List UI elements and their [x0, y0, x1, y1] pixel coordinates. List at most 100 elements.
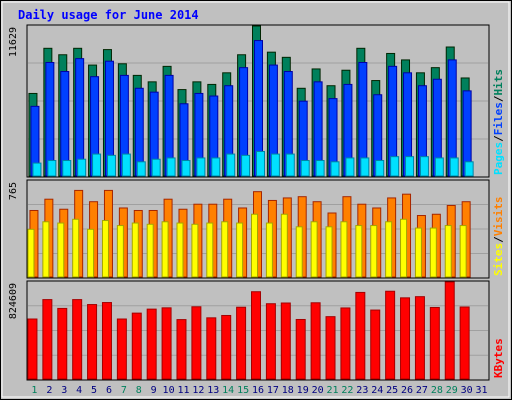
bar-sites-day-25: [385, 221, 393, 278]
bar-pages-day-5: [92, 153, 102, 177]
bar-kbytes-day-30: [459, 306, 470, 380]
bar-kbytes-day-10: [161, 307, 172, 380]
bar-sites-day-3: [57, 222, 65, 278]
day-label: 23: [356, 385, 368, 396]
bar-kbytes-day-12: [191, 306, 202, 380]
bar-kbytes-day-22: [340, 307, 351, 380]
day-label: 26: [401, 385, 413, 396]
bar-sites-day-5: [87, 228, 95, 278]
bar-pages-day-17: [270, 153, 280, 177]
day-label: 14: [222, 385, 234, 396]
bar-kbytes-day-7: [116, 318, 127, 380]
bar-sites-day-27: [414, 227, 422, 278]
bar-kbytes-day-8: [131, 312, 142, 380]
day-label: 7: [121, 385, 127, 396]
bar-kbytes-day-5: [87, 304, 98, 380]
bar-sites-day-13: [206, 222, 214, 278]
day-label: 5: [91, 385, 97, 396]
bar-sites-day-18: [280, 213, 288, 278]
day-label: 22: [341, 385, 353, 396]
bar-sites-day-6: [101, 220, 109, 278]
bar-kbytes-day-25: [385, 290, 396, 380]
bar-sites-day-22: [340, 221, 348, 278]
day-label: 8: [136, 385, 142, 396]
bar-sites-day-29: [444, 225, 452, 278]
bar-sites-day-26: [400, 218, 408, 278]
bar-pages-day-1: [32, 162, 42, 177]
panel-legend: KBytes: [492, 338, 505, 378]
axis-max-label: 11629: [8, 27, 19, 57]
day-label: 29: [446, 385, 458, 396]
bar-files-day-2: [45, 61, 55, 177]
bar-pages-day-20: [315, 160, 325, 177]
bar-sites-day-20: [310, 221, 318, 278]
legend-entry: Sites: [492, 243, 505, 276]
bar-kbytes-day-23: [355, 291, 366, 380]
day-label: 19: [297, 385, 309, 396]
bar-pages-day-30: [464, 161, 474, 177]
bar-sites-day-10: [161, 221, 169, 278]
bar-kbytes-day-19: [295, 318, 306, 380]
bar-kbytes-day-11: [176, 319, 187, 380]
day-label: 17: [267, 385, 279, 396]
legend-entry: Pages: [492, 142, 505, 175]
legend-entry: Hits: [492, 69, 505, 96]
bar-pages-day-7: [121, 153, 131, 177]
day-label: 31: [476, 385, 488, 396]
bar-kbytes-day-6: [101, 302, 112, 380]
bar-pages-day-2: [47, 160, 57, 177]
bar-sites-day-30: [459, 225, 467, 278]
bar-kbytes-day-29: [444, 281, 455, 380]
day-label: 9: [151, 385, 157, 396]
day-label: 12: [192, 385, 204, 396]
bar-sites-day-12: [191, 223, 199, 278]
bar-kbytes-day-9: [146, 308, 157, 380]
bar-sites-day-4: [72, 218, 80, 278]
bar-kbytes-day-1: [27, 318, 38, 380]
bar-pages-day-11: [181, 160, 191, 177]
day-label: 4: [76, 385, 82, 396]
bar-sites-day-2: [42, 221, 50, 278]
bar-pages-day-16: [256, 150, 265, 177]
legend-entry: Files: [492, 102, 505, 135]
day-label: 27: [416, 385, 428, 396]
day-label: 6: [106, 385, 112, 396]
panel-hits-files-pages: 11629 Pages/Files/Hits: [8, 24, 505, 178]
bar-pages-day-21: [330, 161, 340, 177]
bar-kbytes-day-4: [72, 299, 83, 380]
day-label: 25: [386, 385, 398, 396]
bar-files-day-4: [75, 58, 85, 177]
bar-pages-day-24: [375, 160, 385, 177]
bar-sites-day-28: [429, 227, 437, 278]
bar-kbytes-day-21: [325, 316, 336, 380]
bar-kbytes-day-17: [265, 303, 276, 380]
day-label: 15: [237, 385, 249, 396]
panel-kbytes: 824609 KBytes: [8, 280, 505, 381]
bar-pages-day-27: [419, 156, 429, 177]
panel-legend: Pages/Files/Hits: [492, 69, 505, 175]
bar-pages-day-23: [360, 157, 370, 177]
day-label: 20: [312, 385, 324, 396]
day-label: 10: [163, 385, 175, 396]
bar-kbytes-day-20: [310, 302, 321, 380]
bar-sites-day-24: [370, 225, 378, 278]
bar-sites-day-11: [176, 222, 184, 278]
day-label: 11: [177, 385, 189, 396]
bar-pages-day-13: [211, 157, 221, 177]
bar-pages-day-8: [136, 161, 146, 177]
bar-kbytes-day-18: [280, 302, 291, 380]
bar-pages-day-15: [241, 154, 251, 177]
day-labels: 1 2 3 4 5 6 7 8 9 10 11 12 13 14 15 16 17 18 19 20 21 22 23 24 2…: [31, 385, 487, 396]
bar-kbytes-day-16: [251, 291, 261, 380]
bar-sites-day-15: [236, 222, 244, 278]
day-label: 28: [431, 385, 443, 396]
axis-max-label: 824609: [8, 283, 19, 319]
day-label: 3: [61, 385, 67, 396]
day-label: 2: [46, 385, 52, 396]
day-label: 13: [207, 385, 219, 396]
bar-sites-day-23: [355, 225, 363, 278]
bar-pages-day-6: [106, 154, 116, 177]
bar-pages-day-26: [405, 156, 415, 177]
panels: 11629Pages/Files/Hits765Sites/Visits8246…: [8, 24, 505, 381]
